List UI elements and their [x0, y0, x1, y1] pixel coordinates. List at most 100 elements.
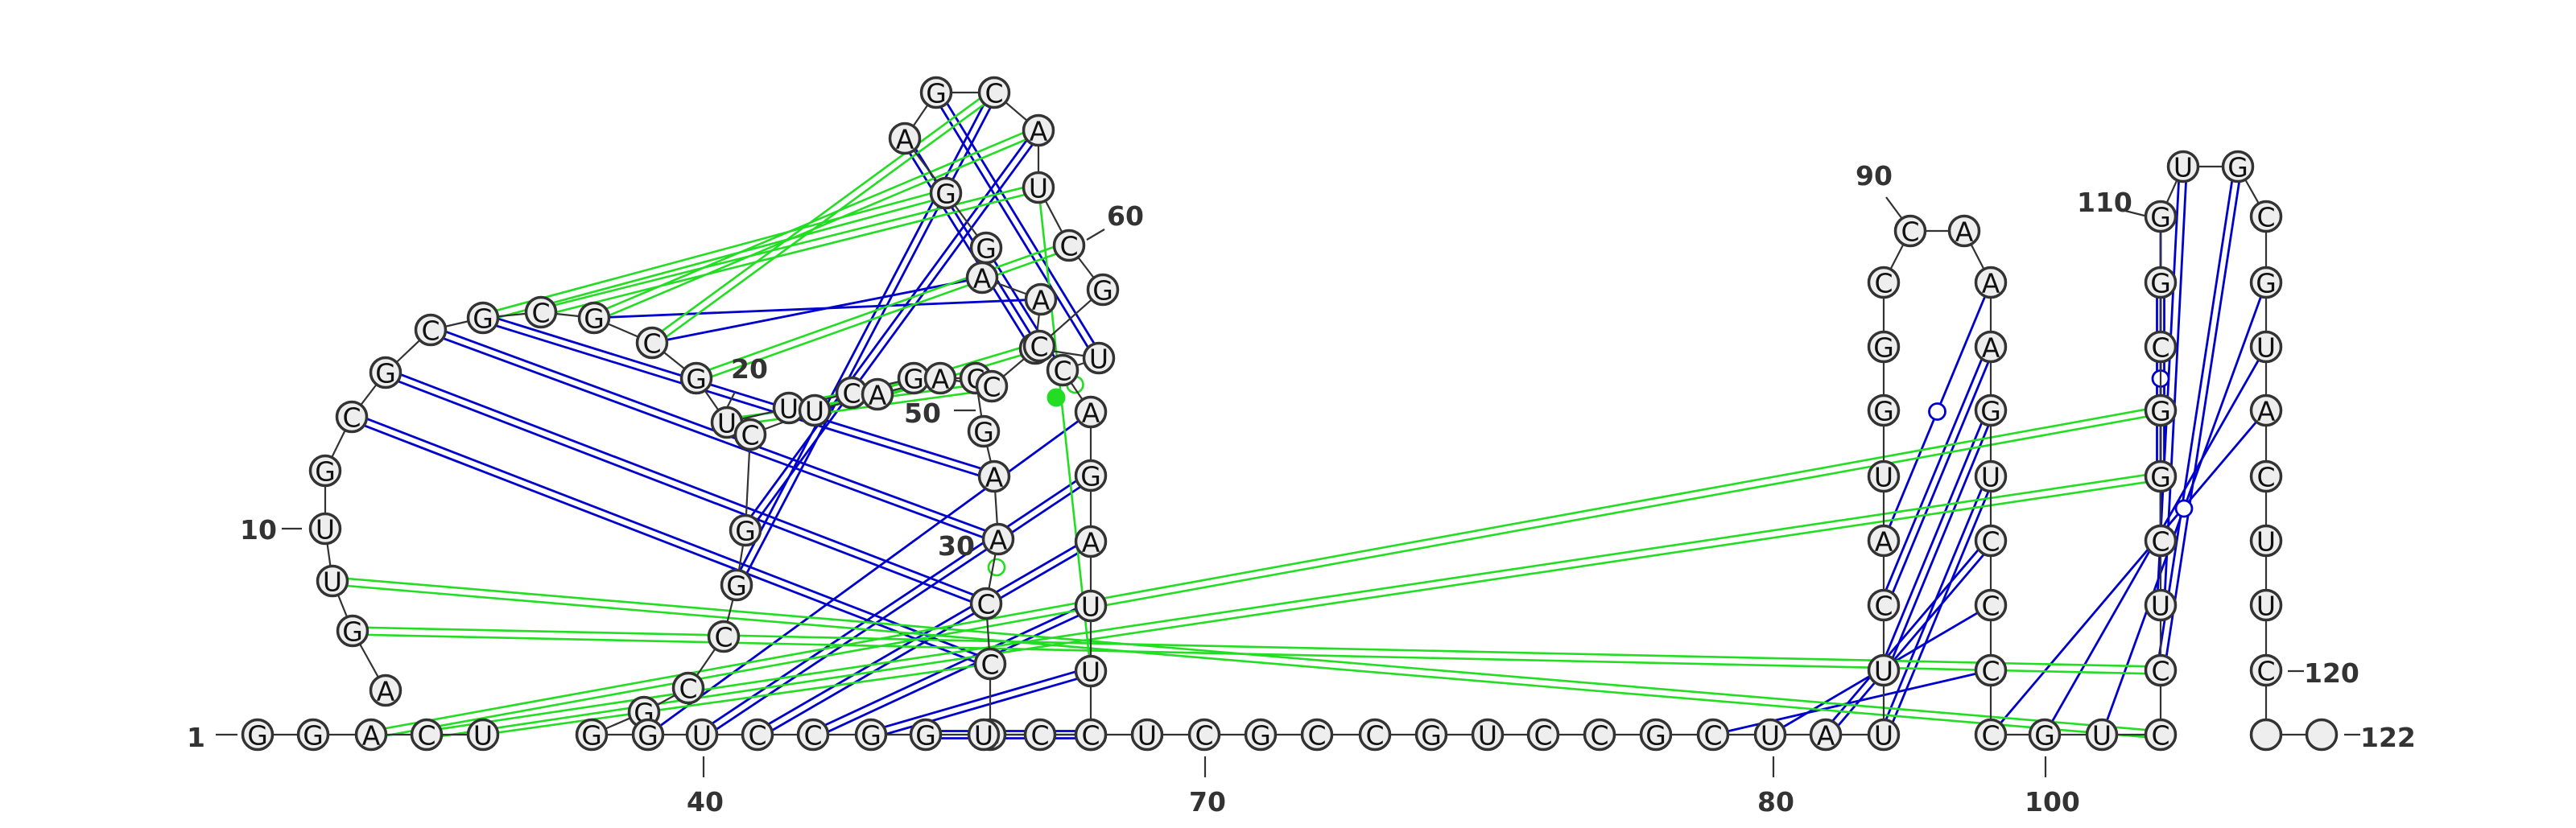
nucleotide-letter: G: [1092, 275, 1113, 307]
nucleotide-circle: [1867, 653, 1901, 687]
tertiary-interaction: [591, 126, 1038, 316]
nucleotide: A: [965, 261, 999, 295]
nucleotide: G: [729, 513, 762, 547]
nucleotide-circle: [1022, 329, 1056, 363]
nucleotide-letter: C: [982, 372, 1001, 403]
nucleotide-letter: A: [1082, 527, 1100, 558]
nucleotide-letter: C: [1081, 720, 1100, 752]
base-pair: [1879, 473, 1989, 735]
nucleotide-letter: G: [926, 78, 947, 109]
nucleotide-circle: [2249, 393, 2283, 427]
nucleotide-circle: [2028, 718, 2062, 752]
nucleotide: C: [1022, 329, 1056, 363]
nucleotide-circle: [1867, 330, 1901, 364]
nucleotide-letter: G: [1873, 396, 1894, 427]
nucleotide-circle: [1867, 588, 1901, 622]
tertiary-interaction-layer: [331, 89, 2163, 739]
tertiary-interaction: [594, 132, 1042, 323]
nucleotide: A: [1022, 113, 1055, 147]
nucleotide-letter: G: [935, 179, 956, 210]
nucleotide-letter: C: [1590, 720, 1608, 752]
nucleotide: A: [861, 377, 894, 411]
nucleotide-letter: G: [247, 720, 268, 752]
nucleotide: U: [466, 718, 500, 752]
nucleotide-letter: G: [1645, 720, 1666, 752]
nucleotide-letter: C: [803, 720, 822, 752]
nucleotide-letter: G: [1080, 461, 1101, 492]
nucleotide-circle: [1074, 654, 1108, 688]
nucleotide-circle: [707, 620, 741, 653]
nucleotide-letter: G: [303, 720, 324, 752]
nucleotide-circle: [1974, 459, 2008, 493]
base-pair: [2163, 166, 2243, 673]
position-label: 40: [687, 786, 724, 818]
tertiary-interaction: [425, 472, 2161, 732]
nucleotide-letter: C: [1030, 720, 1049, 752]
base-pair: [647, 410, 1092, 736]
base-pair: [482, 313, 997, 475]
nucleotide: C: [2249, 653, 2283, 687]
nucleotide-circle: [1023, 718, 1057, 752]
nucleotide: G: [919, 76, 953, 109]
nucleotide-circle: [414, 313, 448, 347]
nucleotide: A: [1074, 395, 1108, 429]
nucleotide: G: [854, 718, 888, 752]
nucleotide-circle: [2249, 718, 2283, 752]
base-pair: [1879, 407, 1989, 670]
base-pair: [382, 374, 986, 608]
nucleotide-letter: C: [976, 589, 995, 620]
tertiary-interaction: [481, 188, 947, 315]
nucleotide: A: [1947, 214, 1981, 248]
nucleotide-circle: [671, 671, 705, 705]
nucleotide-letter: C: [679, 674, 697, 705]
nucleotide: C: [2144, 653, 2178, 687]
nucleotide: G: [2144, 200, 2178, 233]
nucleotide: G: [2144, 393, 2178, 427]
nucleotide: C: [741, 718, 774, 752]
nucleotide-circle: [635, 326, 669, 360]
nucleotide-letter: U: [323, 566, 342, 598]
nucleotide-letter: G: [2150, 396, 2171, 427]
nucleotide: C: [635, 326, 669, 360]
nucleotide-letter: U: [2256, 526, 2276, 558]
nucleotide-circle: [1974, 266, 2008, 299]
nucleotide: G: [466, 301, 500, 335]
nucleotide-letter: U: [2151, 591, 2170, 622]
nucleotide: U: [2144, 588, 2178, 622]
nucleotide: C: [707, 620, 741, 653]
nucleotide: G: [1974, 393, 2008, 427]
nucleotide-circle: [2249, 524, 2283, 558]
nucleotide: U: [772, 391, 806, 425]
nucleotide-circle: [1974, 718, 2008, 752]
nucleotide-circle: [2144, 393, 2178, 427]
nucleotide-letter: G: [915, 720, 936, 752]
tertiary-interaction: [351, 626, 2162, 668]
nucleotide-letter: C: [1030, 332, 1048, 363]
nucleotide-letter: A: [985, 462, 1004, 493]
base-pair: [741, 126, 1037, 529]
nucleotide-letter: G: [315, 456, 336, 488]
interaction-marker: [987, 558, 1006, 577]
position-label: 120: [2304, 657, 2359, 689]
nucleotide-circle: [975, 369, 1009, 403]
nucleotide: C: [733, 418, 767, 451]
base-pair: [869, 666, 1092, 733]
base-pair: [758, 543, 1094, 739]
nucleotide: G: [897, 361, 931, 395]
nucleotide-letter: C: [1059, 231, 1078, 262]
nucleotide-circle: [929, 176, 963, 210]
nucleotide: A: [1974, 266, 2008, 299]
nucleotide-letter: C: [1981, 656, 2000, 687]
nucleotide-circle: [575, 718, 609, 752]
nucleotide: C: [1974, 718, 2008, 752]
nucleotide: C: [1052, 229, 1086, 262]
nucleotide-circle: [577, 301, 611, 335]
nucleotide-letter: A: [1082, 398, 1100, 429]
nucleotide-letter: G: [581, 720, 602, 752]
nucleotide-circle: [1024, 282, 1058, 316]
nucleotide-letter: U: [1137, 720, 1157, 752]
wobble-pair-marker: [2174, 499, 2194, 518]
nucleotide-circle: [967, 718, 1001, 752]
nucleotide-letter: C: [2151, 656, 2169, 687]
nucleotide-circle: [1974, 524, 2008, 558]
